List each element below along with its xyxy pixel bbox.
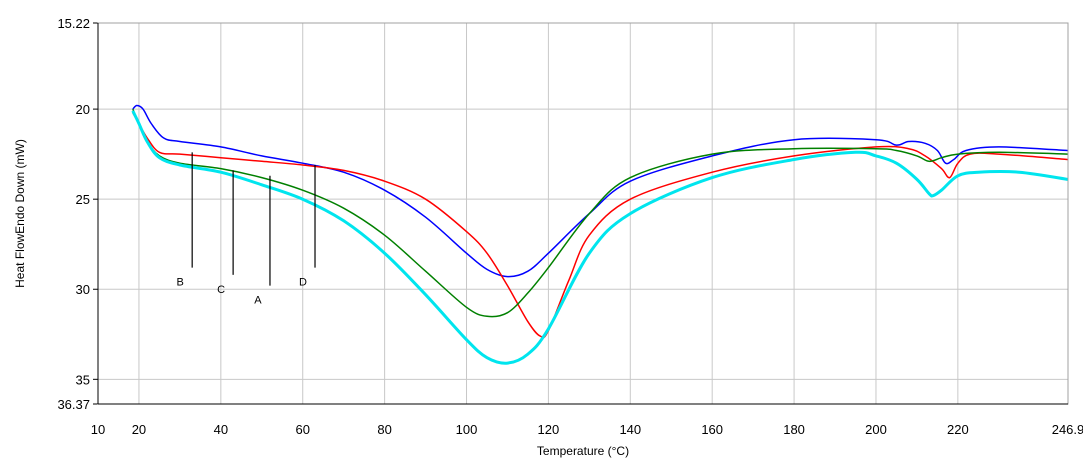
- x-axis-label: Temperature (°C): [537, 444, 629, 458]
- annotation-label-c: C: [217, 284, 225, 296]
- x-tick-label: 246.9: [1052, 422, 1083, 437]
- x-tick-label: 120: [538, 422, 560, 437]
- grid: [98, 23, 1068, 404]
- x-tick-label: 140: [619, 422, 641, 437]
- x-tick-label: 20: [132, 422, 146, 437]
- x-tick-label: 200: [865, 422, 887, 437]
- x-tick-label: 40: [214, 422, 228, 437]
- axes: 10 20 40 60 80 100 120 140 160 180 200 220 246.9 15.2…: [57, 16, 1083, 437]
- y-tick-label: 36.37: [57, 397, 90, 412]
- annotations: B C A D: [177, 152, 316, 307]
- y-tick-label: 35: [76, 372, 90, 387]
- series-group: [131, 104, 1069, 365]
- x-tick-label: 10: [91, 422, 105, 437]
- x-tick-label: 160: [701, 422, 723, 437]
- x-tick-label: 220: [947, 422, 969, 437]
- series-line-0: [132, 104, 1069, 278]
- x-tick-label: 80: [377, 422, 391, 437]
- y-tick-label: 20: [76, 102, 90, 117]
- y-tick-label: 15.22: [57, 16, 90, 31]
- x-tick-label: 180: [783, 422, 805, 437]
- x-tick-label: 100: [456, 422, 478, 437]
- series-line-2: [132, 108, 1069, 318]
- y-tick-label: 30: [76, 282, 90, 297]
- y-axis-label: Heat FlowEndo Down (mW): [13, 139, 27, 288]
- annotation-label-d: D: [299, 277, 307, 289]
- annotation-label-a: A: [254, 295, 262, 307]
- y-tick-label: 25: [76, 192, 90, 207]
- x-tick-label: 60: [295, 422, 309, 437]
- annotation-label-b: B: [177, 277, 184, 289]
- series-line-3: [131, 110, 1069, 365]
